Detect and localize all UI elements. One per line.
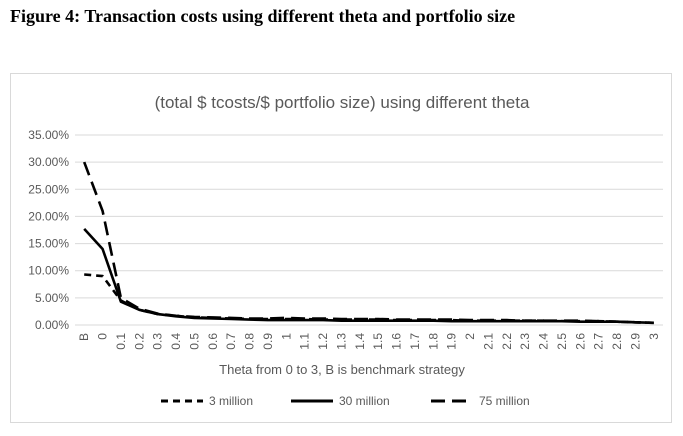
- x-tick-label: 1.8: [426, 333, 440, 350]
- x-tick-label: 0.6: [206, 333, 220, 350]
- x-tick-label: 2.4: [537, 333, 551, 350]
- x-tick-label: 2: [463, 333, 477, 340]
- gridlines: [75, 134, 663, 326]
- x-tick-label: 0: [96, 333, 110, 340]
- x-tick-label: 1.9: [445, 333, 459, 350]
- legend-label: 75 million: [479, 394, 530, 408]
- series-lines: [82, 161, 654, 325]
- y-tick-label: 30.00%: [28, 155, 69, 169]
- x-tick-label: 0.8: [243, 333, 257, 350]
- x-tick-label: 2.8: [610, 333, 624, 350]
- series-line-30-million: [83, 228, 654, 325]
- line-chart: (total $ tcosts/$ portfolio size) using …: [28, 93, 663, 408]
- y-tick-label: 0.00%: [35, 318, 69, 332]
- legend: 3 million 30 million 75 million: [161, 394, 530, 408]
- x-tick-label: 2.6: [573, 333, 587, 350]
- x-tick-label: 3: [647, 333, 661, 340]
- x-tick-label: 1: [279, 333, 293, 340]
- x-tick-label: 0.9: [261, 333, 275, 350]
- y-tick-label: 25.00%: [28, 182, 69, 196]
- figure-title: Figure 4: Transaction costs using differ…: [10, 6, 516, 26]
- x-tick-label: B: [77, 333, 91, 341]
- x-tick-label: 1.1: [298, 333, 312, 350]
- x-tick-label: 0.5: [187, 333, 201, 350]
- x-tick-label: 2.2: [500, 333, 514, 350]
- y-tick-label: 35.00%: [28, 128, 69, 142]
- legend-label: 3 million: [209, 394, 253, 408]
- x-tick-label: 0.3: [151, 333, 165, 350]
- x-tick-label: 1.5: [371, 333, 385, 350]
- x-tick-label: 2.3: [518, 333, 532, 350]
- chart-title: (total $ tcosts/$ portfolio size) using …: [155, 93, 530, 112]
- x-tick-label: 0.2: [132, 333, 146, 350]
- y-tick-label: 20.00%: [28, 209, 69, 223]
- x-tick-label: 0.1: [114, 333, 128, 350]
- x-tick-label: 2.7: [592, 333, 606, 350]
- x-tick-label: 2.9: [628, 333, 642, 350]
- x-tick-label: 1.3: [334, 333, 348, 350]
- x-tick-label: 0.4: [169, 333, 183, 350]
- y-axis-ticks: 0.00% 5.00% 10.00% 15.00% 20.00% 25.00% 30.00%…: [28, 128, 69, 332]
- x-tick-label: 1.2: [316, 333, 330, 350]
- legend-label: 30 million: [339, 394, 390, 408]
- x-tick-label: 1.4: [353, 333, 367, 350]
- y-tick-label: 5.00%: [35, 291, 69, 305]
- x-tick-label: 1.7: [408, 333, 422, 350]
- x-tick-label: 2.1: [481, 333, 495, 350]
- x-tick-label: 2.5: [555, 333, 569, 350]
- chart-area: (total $ tcosts/$ portfolio size) using …: [10, 73, 672, 423]
- series-line-75-million: [82, 161, 654, 325]
- y-tick-label: 10.00%: [28, 264, 69, 278]
- x-tick-label: 0.7: [224, 333, 238, 350]
- y-tick-label: 15.00%: [28, 237, 69, 251]
- x-tick-label: 1.6: [390, 333, 404, 350]
- x-axis-ticks: B 0 0.1 0.2 0.3 0.4 0.5 0.6 0.7 0.8 0.9 1 1.1 1.2 1.3 1…: [77, 333, 661, 350]
- x-axis-label: Theta from 0 to 3, B is benchmark strate…: [219, 362, 465, 377]
